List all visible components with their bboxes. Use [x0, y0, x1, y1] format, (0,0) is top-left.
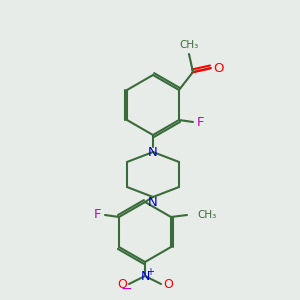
Text: O: O	[214, 61, 224, 74]
Text: O: O	[117, 278, 127, 290]
Text: CH₃: CH₃	[197, 210, 216, 220]
Text: N: N	[148, 146, 158, 158]
Text: F: F	[197, 116, 205, 128]
Text: N: N	[148, 196, 158, 208]
Text: F: F	[93, 208, 101, 221]
Text: +: +	[146, 267, 154, 277]
Text: O: O	[163, 278, 173, 290]
Text: CH₃: CH₃	[179, 40, 199, 50]
Text: −: −	[120, 282, 132, 296]
Text: N: N	[140, 269, 150, 283]
